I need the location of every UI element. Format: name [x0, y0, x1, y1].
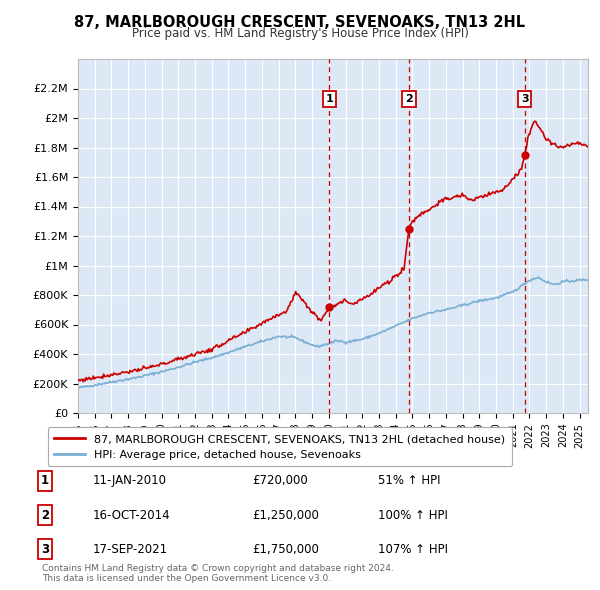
Text: 1: 1	[325, 94, 333, 104]
Text: 17-SEP-2021: 17-SEP-2021	[93, 543, 168, 556]
Text: £1,250,000: £1,250,000	[252, 509, 319, 522]
Text: £720,000: £720,000	[252, 474, 308, 487]
Text: 87, MARLBOROUGH CRESCENT, SEVENOAKS, TN13 2HL: 87, MARLBOROUGH CRESCENT, SEVENOAKS, TN1…	[74, 15, 526, 30]
Text: £1,750,000: £1,750,000	[252, 543, 319, 556]
Text: 2: 2	[405, 94, 413, 104]
Text: Contains HM Land Registry data © Crown copyright and database right 2024.
This d: Contains HM Land Registry data © Crown c…	[42, 563, 394, 583]
Text: 11-JAN-2010: 11-JAN-2010	[93, 474, 167, 487]
Text: Price paid vs. HM Land Registry's House Price Index (HPI): Price paid vs. HM Land Registry's House …	[131, 27, 469, 40]
Text: 100% ↑ HPI: 100% ↑ HPI	[378, 509, 448, 522]
Text: 107% ↑ HPI: 107% ↑ HPI	[378, 543, 448, 556]
Text: 2: 2	[41, 509, 49, 522]
Text: 51% ↑ HPI: 51% ↑ HPI	[378, 474, 440, 487]
Text: 16-OCT-2014: 16-OCT-2014	[93, 509, 170, 522]
Text: 3: 3	[41, 543, 49, 556]
Text: 1: 1	[41, 474, 49, 487]
Text: 3: 3	[521, 94, 529, 104]
Legend: 87, MARLBOROUGH CRESCENT, SEVENOAKS, TN13 2HL (detached house), HPI: Average pri: 87, MARLBOROUGH CRESCENT, SEVENOAKS, TN1…	[47, 428, 512, 466]
